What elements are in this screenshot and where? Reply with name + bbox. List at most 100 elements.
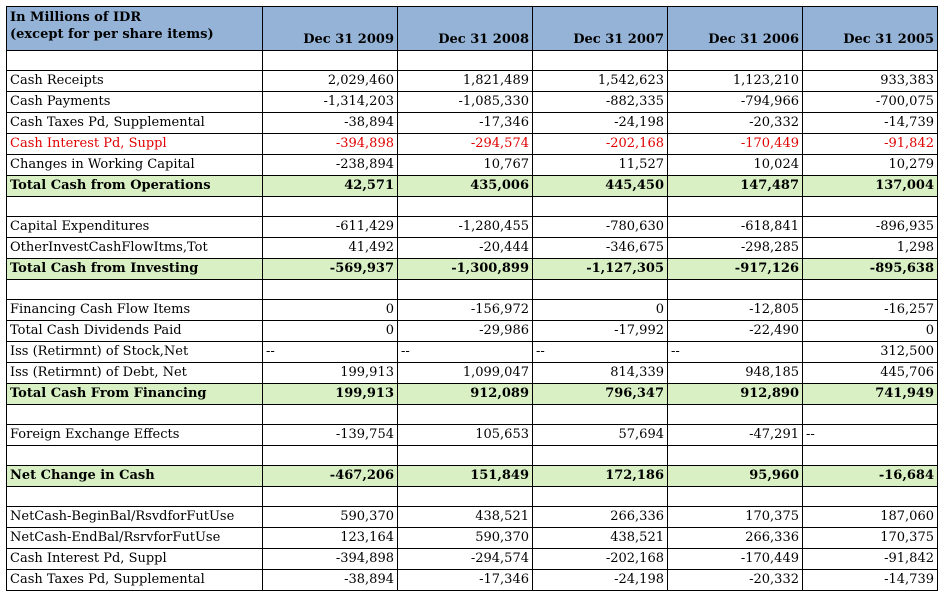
column-header-year: Dec 31 2007 <box>532 6 668 51</box>
value-cell: 137,004 <box>802 175 938 197</box>
value-cell: -1,280,455 <box>397 216 533 238</box>
spacer-cell <box>6 50 263 71</box>
table-row: Cash Interest Pd, Suppl -394,898 -294,574-… <box>6 548 938 570</box>
table-row: OtherInvestCashFlowItms,Tot 41,492 -20,444… <box>6 237 938 259</box>
value-cell: -895,638 <box>802 258 938 280</box>
value-cell: -202,168 <box>532 548 668 570</box>
total-row: Total Cash from Operations 42,571 435,006 4… <box>6 175 938 197</box>
table-row: Cash Payments -1,314,203 -1,085,330 -882,33… <box>6 91 938 113</box>
spacer-cell <box>532 196 668 217</box>
spacer-cell <box>262 279 398 300</box>
spacer-cell <box>532 445 668 466</box>
spacer-cell <box>667 486 803 507</box>
spacer-cell <box>532 404 668 425</box>
row-label: OtherInvestCashFlowItms,Tot <box>6 237 263 259</box>
value-cell: -467,206 <box>262 465 398 487</box>
spacer-cell <box>397 279 533 300</box>
value-cell: 105,653 <box>397 424 533 446</box>
value-cell: -794,966 <box>667 91 803 113</box>
value-cell: -394,898 <box>262 133 398 155</box>
value-cell: 590,370 <box>397 527 533 549</box>
table-row: NetCash-BeginBal/RsvdforFutUse 590,370 438… <box>6 506 938 528</box>
spacer-cell <box>667 404 803 425</box>
spacer-cell <box>667 445 803 466</box>
value-cell: 199,913 <box>262 383 398 405</box>
header-units-label: In Millions of IDR <box>10 10 142 25</box>
value-cell: 0 <box>262 299 398 321</box>
value-cell: 1,099,047 <box>397 362 533 384</box>
spacer-cell <box>802 50 938 71</box>
value-cell: 199,913 <box>262 362 398 384</box>
spacer-cell <box>6 196 263 217</box>
value-cell: 151,849 <box>397 465 533 487</box>
header-units-note: (except for per share items) <box>10 27 214 42</box>
column-header-year: Dec 31 2009 <box>262 6 398 51</box>
value-cell: -29,986 <box>397 320 533 342</box>
value-cell: 11,527 <box>532 154 668 176</box>
spacer-row <box>6 196 938 217</box>
value-cell: 147,487 <box>667 175 803 197</box>
total-row: Total Cash from Investing -569,937 -1,300,… <box>6 258 938 280</box>
value-cell: -569,937 <box>262 258 398 280</box>
value-cell: -20,332 <box>667 112 803 134</box>
value-cell: -700,075 <box>802 91 938 113</box>
value-cell: -780,630 <box>532 216 668 238</box>
spacer-cell <box>6 445 263 466</box>
row-label: Financing Cash Flow Items <box>6 299 263 321</box>
value-cell: -- <box>262 341 398 363</box>
value-cell: -24,198 <box>532 569 668 591</box>
value-cell: -294,574 <box>397 548 533 570</box>
value-cell: -1,085,330 <box>397 91 533 113</box>
row-label: Cash Payments <box>6 91 263 113</box>
value-cell: 266,336 <box>667 527 803 549</box>
spacer-cell <box>6 279 263 300</box>
table-row: NetCash-EndBal/RsrvforFutUse 123,164 590,3… <box>6 527 938 549</box>
value-cell: -91,842 <box>802 548 938 570</box>
value-cell: 1,542,623 <box>532 70 668 92</box>
value-cell: 933,383 <box>802 70 938 92</box>
value-cell: -20,444 <box>397 237 533 259</box>
value-cell: 741,949 <box>802 383 938 405</box>
value-cell: 796,347 <box>532 383 668 405</box>
cash-flow-table-body: In Millions of IDR (except for per share… <box>6 6 938 591</box>
row-label: NetCash-BeginBal/RsvdforFutUse <box>6 506 263 528</box>
spacer-cell <box>262 486 398 507</box>
value-cell: 95,960 <box>667 465 803 487</box>
value-cell: -17,992 <box>532 320 668 342</box>
value-cell: 814,339 <box>532 362 668 384</box>
value-cell: -170,449 <box>667 548 803 570</box>
table-row: Cash Receipts 2,029,460 1,821,489 1,542,623… <box>6 70 938 92</box>
cash-flow-table: In Millions of IDR (except for per share… <box>6 6 938 591</box>
spacer-cell <box>532 486 668 507</box>
row-label: Capital Expenditures <box>6 216 263 238</box>
spacer-row <box>6 486 938 507</box>
value-cell: -618,841 <box>667 216 803 238</box>
table-row: Capital Expenditures -611,429 -1,280,455 -7… <box>6 216 938 238</box>
value-cell: 912,890 <box>667 383 803 405</box>
spacer-cell <box>802 279 938 300</box>
spacer-cell <box>667 279 803 300</box>
row-label: Net Change in Cash <box>6 465 263 487</box>
column-header-year: Dec 31 2005 <box>802 6 938 51</box>
row-label: Cash Interest Pd, Suppl <box>6 548 263 570</box>
spacer-cell <box>262 404 398 425</box>
value-cell: -611,429 <box>262 216 398 238</box>
value-cell: -14,739 <box>802 112 938 134</box>
value-cell: -139,754 <box>262 424 398 446</box>
value-cell: 10,024 <box>667 154 803 176</box>
header-label-cell: In Millions of IDR (except for per share… <box>6 6 263 51</box>
value-cell: 1,123,210 <box>667 70 803 92</box>
row-label: Total Cash Dividends Paid <box>6 320 263 342</box>
value-cell: 42,571 <box>262 175 398 197</box>
value-cell: -- <box>397 341 533 363</box>
spacer-cell <box>802 445 938 466</box>
column-header-year: Dec 31 2008 <box>397 6 533 51</box>
spacer-row <box>6 445 938 466</box>
value-cell: 0 <box>262 320 398 342</box>
row-label: Iss (Retirmnt) of Stock,Net <box>6 341 263 363</box>
value-cell: 2,029,460 <box>262 70 398 92</box>
value-cell: 10,279 <box>802 154 938 176</box>
table-row: Iss (Retirmnt) of Debt, Net 199,913 1,099,… <box>6 362 938 384</box>
value-cell: -170,449 <box>667 133 803 155</box>
table-row: Cash Taxes Pd, Supplemental -38,894 -17,34… <box>6 569 938 591</box>
